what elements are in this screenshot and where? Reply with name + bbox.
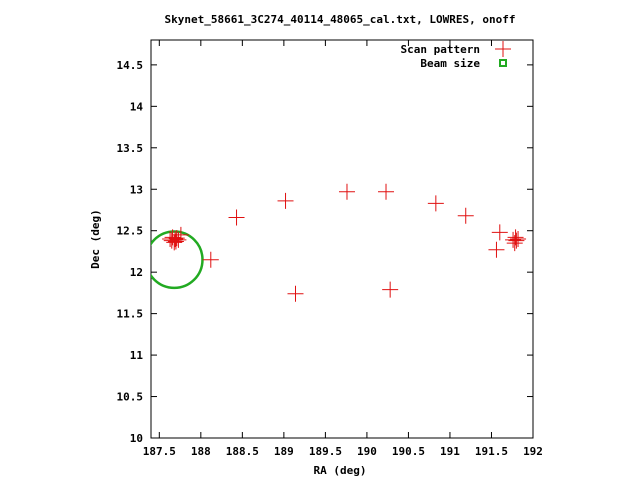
legend: Scan pattern Beam size bbox=[401, 41, 511, 70]
scan-point bbox=[168, 230, 185, 247]
y-tick-label: 10 bbox=[130, 432, 143, 445]
beam-series bbox=[151, 230, 204, 290]
x-tick-label: 189.5 bbox=[309, 445, 342, 458]
y-tick-label: 12 bbox=[130, 266, 143, 279]
scan-point bbox=[277, 192, 294, 209]
scan-point bbox=[507, 229, 524, 246]
scan-point bbox=[382, 281, 399, 298]
y-tick-label: 11 bbox=[130, 349, 144, 362]
beam-circle bbox=[151, 230, 204, 290]
y-tick-label: 13.5 bbox=[117, 142, 144, 155]
legend-beam-symbol bbox=[499, 59, 507, 67]
y-axis: 10 10.5 11 11.5 12 12.5 13 13.5 14 14.5 bbox=[117, 59, 533, 445]
y-tick-label: 12.5 bbox=[117, 225, 144, 238]
x-tick-label: 190.5 bbox=[392, 445, 425, 458]
x-tick-label: 191 bbox=[440, 445, 460, 458]
legend-label-scan: Scan pattern bbox=[401, 43, 480, 56]
legend-scan-symbol bbox=[495, 41, 511, 57]
scan-point bbox=[202, 251, 219, 268]
x-tick-label: 187.5 bbox=[143, 445, 176, 458]
scan-point bbox=[491, 224, 508, 241]
x-tick-label: 190 bbox=[357, 445, 377, 458]
legend-marker-beam bbox=[499, 59, 507, 67]
legend-marker-scan bbox=[495, 41, 511, 57]
scan-point bbox=[457, 207, 474, 224]
legend-label-beam: Beam size bbox=[420, 57, 480, 70]
y-axis-label: Dec (deg) bbox=[89, 209, 102, 269]
scan-point bbox=[166, 234, 183, 251]
scan-point bbox=[338, 183, 355, 200]
x-tick-label: 188.5 bbox=[226, 445, 259, 458]
y-tick-label: 14 bbox=[130, 100, 144, 113]
x-axis: 187.5 188 188.5 189 189.5 190 190.5 191 191.5 192 bbox=[143, 40, 543, 458]
plot-frame bbox=[150, 39, 534, 439]
scan-point bbox=[172, 226, 189, 243]
scan-point bbox=[228, 209, 245, 226]
x-tick-label: 188 bbox=[191, 445, 211, 458]
y-tick-label: 10.5 bbox=[117, 391, 144, 404]
x-tick-label: 189 bbox=[274, 445, 294, 458]
scan-series bbox=[162, 183, 527, 302]
scan-point bbox=[287, 285, 304, 302]
scan-point bbox=[510, 231, 527, 247]
scan-point bbox=[427, 195, 444, 212]
x-tick-label: 192 bbox=[523, 445, 543, 458]
y-tick-label: 14.5 bbox=[117, 59, 144, 72]
y-tick-label: 11.5 bbox=[117, 308, 144, 321]
x-tick-label: 191.5 bbox=[475, 445, 508, 458]
y-tick-label: 13 bbox=[130, 183, 143, 196]
chart-title: Skynet_58661_3C274_40114_48065_cal.txt, … bbox=[165, 13, 516, 26]
scan-point bbox=[378, 183, 395, 200]
scan-point bbox=[505, 231, 522, 248]
x-axis-label: RA (deg) bbox=[314, 464, 367, 477]
scan-point bbox=[508, 232, 525, 249]
scan-point bbox=[488, 241, 505, 258]
